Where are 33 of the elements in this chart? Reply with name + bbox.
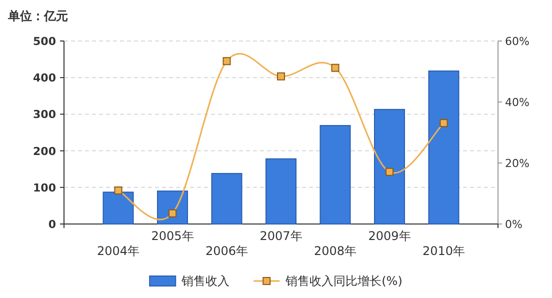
- point: [114, 186, 122, 194]
- y-tick-label: 500: [33, 35, 56, 48]
- y-tick-label: 100: [33, 181, 56, 194]
- x-tick-label: 2007年: [260, 229, 302, 243]
- y2-tick-label: 60%: [505, 35, 530, 48]
- y-tick-label: 0: [48, 218, 56, 231]
- y-tick-label: 300: [33, 108, 56, 122]
- bar: [102, 192, 134, 224]
- x-tick-label: 2006年: [205, 244, 248, 258]
- x-tick-label: 2005年: [151, 229, 194, 243]
- bar: [320, 125, 351, 224]
- x-tick-label: 2010年: [422, 244, 466, 258]
- bar: [211, 172, 242, 224]
- point: [386, 168, 394, 176]
- point: [168, 209, 176, 218]
- y2-tick-label: 40%: [505, 96, 530, 109]
- y2-tick-label: 0%: [505, 218, 522, 231]
- bar: [374, 108, 405, 224]
- x-tick-label: 2009年: [368, 229, 411, 243]
- legend-label: 销售收入: [180, 274, 230, 288]
- y2-tick-label: 20%: [505, 157, 530, 170]
- y-tick-label: 200: [33, 144, 56, 158]
- legend-label: 销售收入同比增长(%): [284, 274, 402, 288]
- x-tick-label: 2004年: [96, 244, 140, 258]
- y-tick-label: 400: [33, 72, 56, 85]
- y-axis-title: 单位：亿元: [7, 9, 68, 23]
- point: [331, 64, 340, 72]
- bar: [428, 70, 460, 224]
- point: [222, 57, 231, 66]
- point: [277, 72, 285, 80]
- point: [440, 119, 448, 128]
- x-tick-label: 2008年: [314, 244, 357, 258]
- bar: [266, 158, 296, 224]
